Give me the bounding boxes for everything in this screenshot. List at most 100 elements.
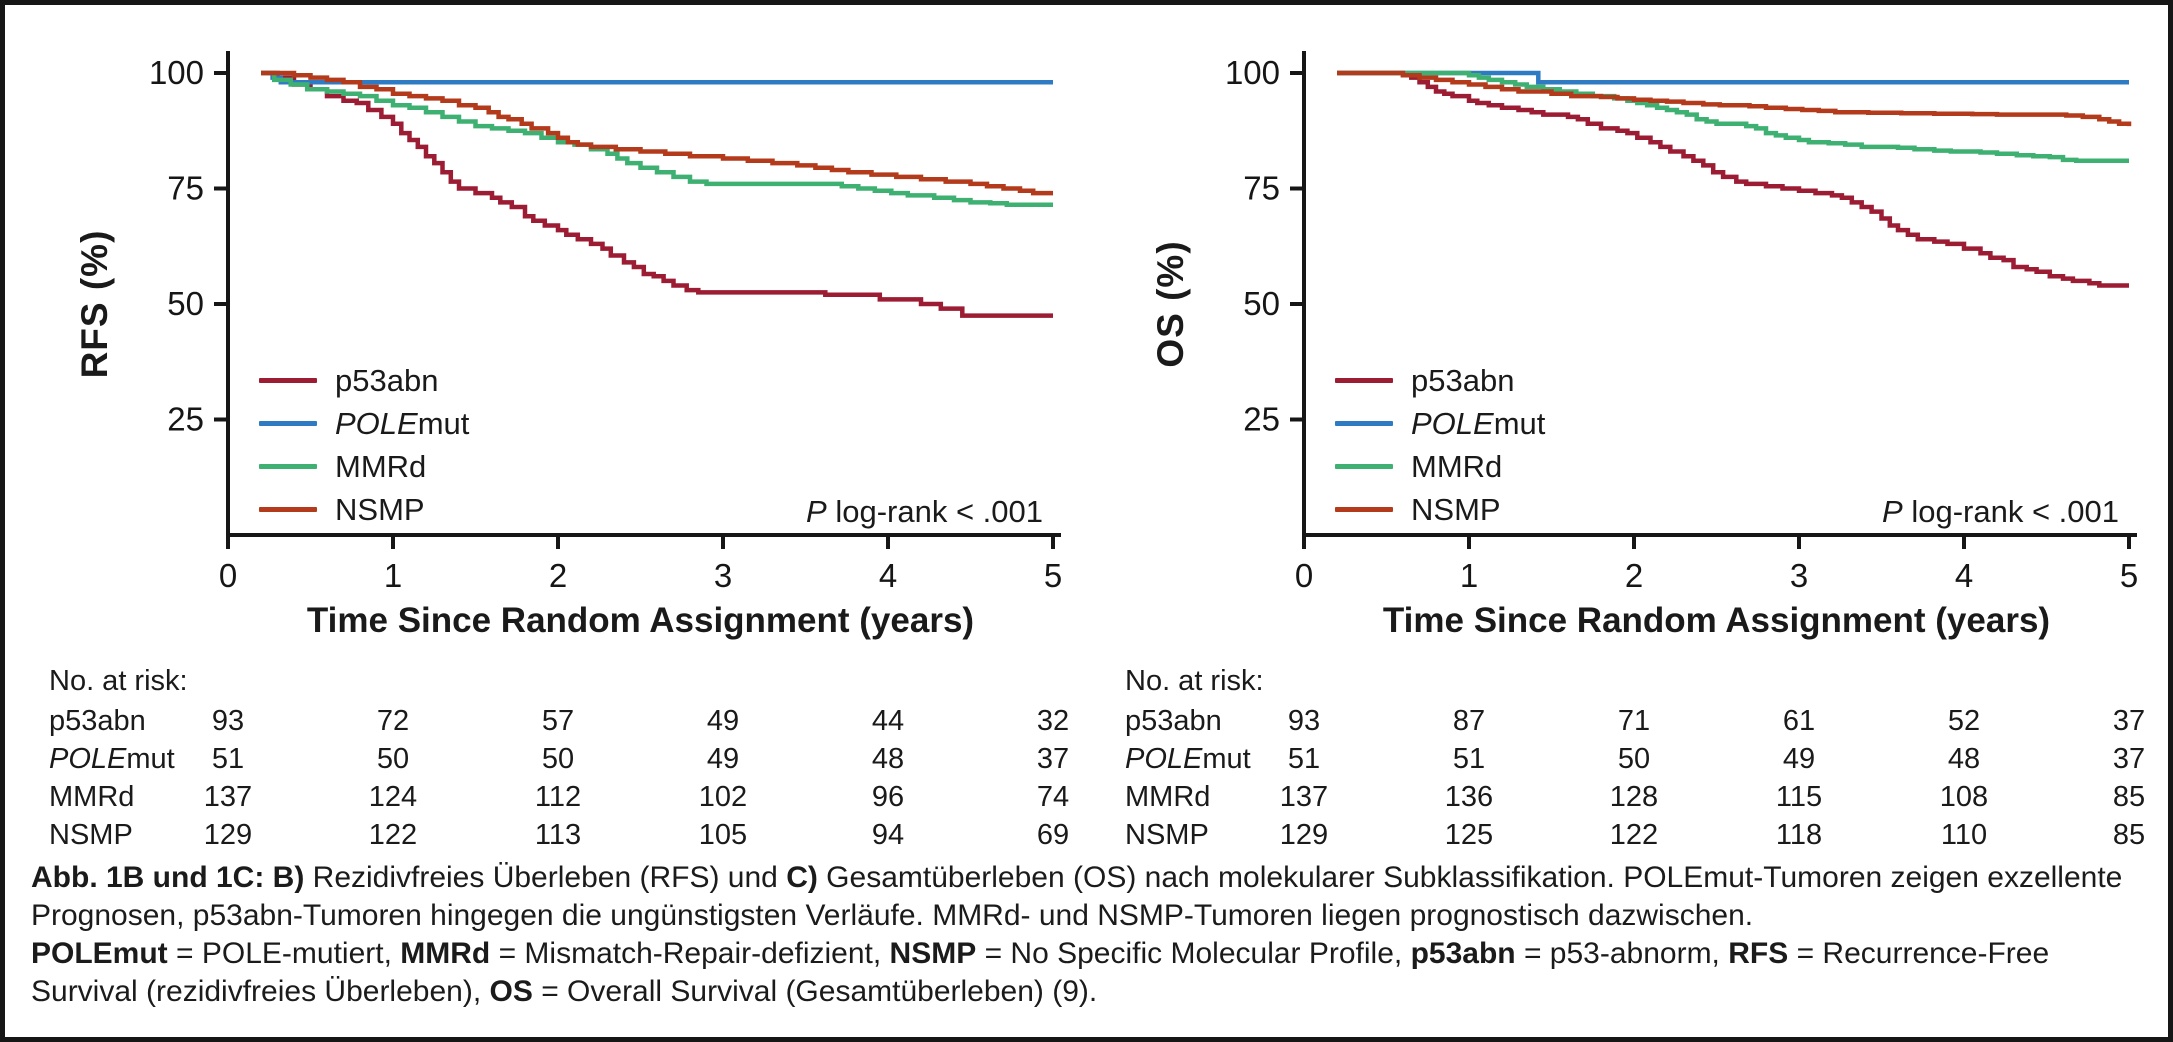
legend-swatch-mmrd <box>1335 464 1393 469</box>
x-tick-label: 5 <box>1044 557 1062 594</box>
x-axis-label: Time Since Random Assignment (years) <box>306 601 975 640</box>
risk-value: 49 <box>1782 743 1816 775</box>
series-NSMP-curve <box>261 70 1053 196</box>
x-tick-label: 0 <box>219 557 237 594</box>
risk-value: 44 <box>871 705 905 737</box>
legend: p53abn POLEmut MMRd NSMP <box>1335 359 1545 531</box>
x-tick-label: 4 <box>879 557 897 594</box>
risk-value: 128 <box>1609 781 1659 813</box>
risk-value: 113 <box>534 819 582 851</box>
series-POLEmut-curve <box>261 70 1053 85</box>
risk-row-label-MMRd: MMRd <box>1125 781 1211 813</box>
caption-bold-segment: MMRd <box>400 937 491 970</box>
y-tick-label: 25 <box>167 401 204 438</box>
legend-item-polemut: POLEmut <box>259 402 469 445</box>
risk-value: 51 <box>211 743 245 775</box>
y-tick-label: 50 <box>1243 285 1280 322</box>
risk-value: 85 <box>2112 781 2146 813</box>
legend-item-p53abn: p53abn <box>259 359 469 402</box>
caption-bold-segment: POLEmut <box>31 937 168 970</box>
risk-value: 74 <box>1036 781 1070 813</box>
panels-row: 25 50 75 100 0 1 2 3 4 5 RFS (%) Time Since Rando… <box>5 5 2168 851</box>
legend-swatch-polemut <box>1335 421 1393 426</box>
y-tick-label: 100 <box>149 54 204 91</box>
legend-swatch-nsmp <box>259 507 317 512</box>
y-tick-label: 75 <box>1243 170 1280 207</box>
rfs-plot-area: 25 50 75 100 0 1 2 3 4 5 RFS (%) Time Since Rando… <box>23 15 1069 663</box>
risk-value: 137 <box>1279 781 1329 813</box>
caption-text-segment: Rezidivfreies Überleben (RFS) und <box>304 861 787 894</box>
risk-row-label-NSMP: NSMP <box>49 819 133 851</box>
rfs-km-plot: 25 50 75 100 0 1 2 3 4 5 <box>149 51 1062 594</box>
risk-value: 93 <box>211 705 245 737</box>
risk-value: 124 <box>368 781 418 813</box>
y-tick-label: 100 <box>1225 54 1280 91</box>
risk-value: 118 <box>1775 819 1823 851</box>
risk-value: 52 <box>1947 705 1981 737</box>
x-tick-label: 2 <box>549 557 567 594</box>
series-MMRd-curve <box>1337 70 2129 164</box>
risk-value: 105 <box>698 819 748 851</box>
risk-value: 110 <box>1940 819 1988 851</box>
risk-value: 137 <box>203 781 253 813</box>
risk-value: 93 <box>1287 705 1321 737</box>
caption-bold-segment: RFS <box>1728 937 1789 970</box>
risk-value: 94 <box>871 819 905 851</box>
caption-bold-segment: OS <box>489 975 533 1008</box>
x-tick-label: 3 <box>714 557 732 594</box>
y-tick-label: 25 <box>1243 401 1280 438</box>
x-tick-label: 5 <box>2120 557 2138 594</box>
legend-item-nsmp: NSMP <box>259 488 469 531</box>
legend-item-p53abn: p53abn <box>1335 359 1545 402</box>
x-tick-label: 1 <box>1460 557 1478 594</box>
y-axis-label: RFS (%) <box>74 229 115 379</box>
risk-value: 50 <box>376 743 410 775</box>
risk-value: 115 <box>1775 781 1823 813</box>
risk-table-title: No. at risk: <box>49 665 188 697</box>
legend-item-mmrd: MMRd <box>1335 445 1545 488</box>
caption-text-segment: Gesamtüberleben (OS) nach molekularer Su… <box>31 861 2123 932</box>
risk-value: 61 <box>1782 705 1816 737</box>
risk-value: 57 <box>541 705 575 737</box>
log-rank-annotation: P log-rank < .001 <box>1882 494 2119 529</box>
legend-swatch-polemut <box>259 421 317 426</box>
series-p53abn-curve <box>261 70 1053 318</box>
caption-paragraph: Abb. 1B und 1C: B) Rezidivfreies Überleb… <box>31 859 2142 935</box>
risk-value: 37 <box>1036 743 1070 775</box>
y-tick-label: 75 <box>167 170 204 207</box>
caption-bold-segment: p53abn <box>1410 937 1516 970</box>
series-p53abn-curve <box>1337 70 2129 288</box>
caption-bold-segment: NSMP <box>889 937 977 970</box>
series-MMRd-curve <box>261 70 1053 207</box>
legend-swatch-p53abn <box>259 378 317 383</box>
caption-text-segment: = No Specific Molecular Profile, <box>976 937 1411 970</box>
risk-value: 102 <box>698 781 748 813</box>
risk-value: 50 <box>1617 743 1651 775</box>
risk-row-label-POLEmut: POLEmut <box>49 743 175 775</box>
risk-value: 69 <box>1036 819 1070 851</box>
risk-value: 129 <box>1279 819 1329 851</box>
x-tick-label: 3 <box>1790 557 1808 594</box>
legend-swatch-p53abn <box>1335 378 1393 383</box>
risk-value: 136 <box>1444 781 1494 813</box>
risk-value: 122 <box>368 819 418 851</box>
risk-value: 48 <box>1947 743 1981 775</box>
y-tick-label: 50 <box>167 285 204 322</box>
x-axis-label: Time Since Random Assignment (years) <box>1382 601 2051 640</box>
risk-value: 71 <box>1617 705 1651 737</box>
legend-swatch-mmrd <box>259 464 317 469</box>
risk-value: 125 <box>1444 819 1494 851</box>
series-NSMP-curve <box>1337 70 2132 127</box>
risk-value: 51 <box>1287 743 1321 775</box>
caption-text-segment: = POLE-mutiert, <box>167 937 401 970</box>
risk-value: 129 <box>203 819 253 851</box>
risk-value: 51 <box>1452 743 1486 775</box>
risk-value: 108 <box>1939 781 1989 813</box>
risk-value: 49 <box>706 743 740 775</box>
risk-value: 112 <box>534 781 582 813</box>
risk-table-rfs: No. at risk: p53abn 93 72 57 49 44 32 POLEmut 51… <box>23 663 1070 851</box>
legend-swatch-nsmp <box>1335 507 1393 512</box>
risk-table-os: No. at risk: p53abn 93 87 71 61 52 37 POLEmut 51… <box>1099 663 2146 851</box>
risk-value: 87 <box>1452 705 1486 737</box>
risk-value: 50 <box>541 743 575 775</box>
